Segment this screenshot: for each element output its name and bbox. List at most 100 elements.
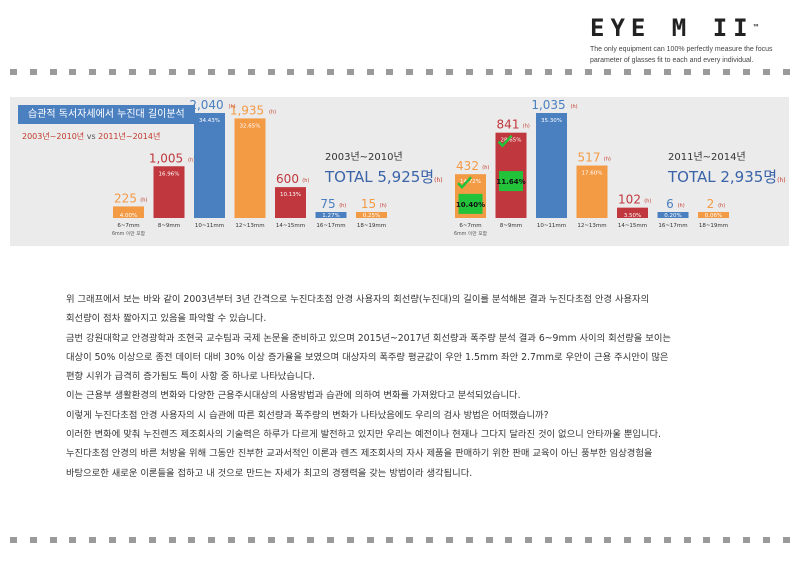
category-tick-label: 10~11mm [537, 223, 566, 229]
dash-segment [703, 69, 711, 75]
logo-tagline-1: The only equipment can 100% perfectly me… [590, 46, 773, 53]
logo-word: EYE M II [590, 14, 754, 42]
dash-segment [406, 69, 414, 75]
bar-value-label: 1,005 [149, 151, 183, 165]
bar-10~11mm [194, 113, 225, 218]
bar-unit-label: (h) [644, 199, 651, 205]
bar-value-label: 600 [276, 172, 299, 186]
bar-12~13mm [576, 165, 608, 218]
bar-value-label: 102 [618, 193, 641, 207]
first-category-note: 6mm 이만 포함 [112, 230, 146, 237]
dash-segment [723, 537, 731, 543]
dash-segment [10, 69, 17, 75]
paragraph-line: 위 그래프에서 보는 바와 같이 2003년부터 3년 간격으로 누진다초점 안… [66, 294, 650, 305]
dash-segment [723, 69, 731, 75]
first-category-note: 6mm 이만 포함 [454, 230, 488, 237]
dash-segment [69, 69, 77, 75]
bar-value-label: 15 [361, 197, 376, 211]
bar-percent-label: 3.50% [624, 213, 641, 219]
category-tick-label: 16~17mm [316, 223, 345, 229]
dash-segment [148, 69, 156, 75]
dash-segment [346, 69, 354, 75]
dash-segment [267, 69, 275, 75]
chart-header-label: 습관적 독서자세에서 누진대 길이분석 [18, 105, 195, 124]
bar-12~13mm [234, 118, 266, 218]
dash-segment [703, 537, 711, 543]
chart-2-total-value: TOTAL 2,935명 [668, 168, 778, 186]
chart-1-total: 2003년~2010년 TOTAL 5,925명(h) [325, 148, 443, 187]
bar-value-label: 517 [578, 151, 601, 165]
dash-segment [525, 69, 533, 75]
bar-unit-label: (h) [229, 104, 236, 110]
dash-segment [544, 69, 552, 75]
bar-16~17mm [657, 212, 689, 218]
category-tick-label: 12~13mm [577, 223, 606, 229]
dash-segment [426, 69, 434, 75]
category-tick-label: 8~9mm [500, 223, 522, 229]
dash-segment [29, 537, 37, 543]
bar-18~19mm [698, 212, 729, 218]
bar-unit-label: (h) [523, 124, 530, 130]
paragraph-line: 이는 근용부 생활환경의 변화와 다양한 근용주시대상의 사용방법과 습관에 의… [66, 390, 521, 402]
bar-value-label: 1,935 [230, 103, 264, 117]
check-mark-icon [497, 134, 513, 148]
bar-percent-label: 34.43% [199, 118, 220, 124]
chart-1-period: 2003년~2010년 [325, 152, 403, 163]
paragraph-line: 금번 강원대학교 안경광학과 조현국 교수팀과 국제 논문을 준비하고 있으며 … [66, 332, 671, 344]
bar-percent-label: 14.72% [460, 179, 481, 185]
dash-segment [564, 537, 572, 543]
bar-unit-label: (h) [269, 109, 276, 115]
paragraph-line: 바탕으로한 새로운 이론들을 접하고 내 것으로 만드는 자세가 최고의 경쟁력… [66, 467, 473, 479]
bar-unit-label: (h) [302, 178, 309, 184]
dash-segment [168, 69, 176, 75]
bar-percent-label: 4.00% [120, 213, 137, 219]
chart-subtitle: 2003년~2010년 vs 2011년~2014년 [22, 131, 160, 142]
bar-value-label: 225 [114, 191, 137, 205]
dash-segment [544, 537, 552, 543]
bar-percent-label: 1.27% [322, 213, 339, 219]
bar-percent-label: 0.20% [664, 213, 681, 219]
dash-segment [109, 69, 117, 75]
dash-segment [584, 69, 592, 75]
chart-2-total-unit: (h) [777, 177, 786, 184]
dash-segment [49, 537, 57, 543]
dash-segment [663, 69, 671, 75]
dash-segment [782, 69, 790, 75]
dash-segment [69, 537, 77, 543]
bar-percent-label: 16.96% [159, 171, 180, 177]
dash-segment [227, 69, 235, 75]
bar-value-label: 1,035 [531, 98, 565, 112]
dash-segment [505, 537, 513, 543]
dash-segment [307, 537, 315, 543]
highlight-label: 11.64% [496, 178, 525, 186]
dash-segment [445, 537, 453, 543]
bar-8~9mm [153, 166, 185, 218]
bar-percent-label: 10.13% [280, 192, 301, 198]
dash-segment [109, 537, 117, 543]
category-tick-label: 16~17mm [658, 223, 687, 229]
dash-segment [525, 537, 533, 543]
dash-segment [683, 537, 691, 543]
chart-1-total-unit: (h) [434, 177, 443, 184]
dash-segment [188, 537, 196, 543]
category-tick-label: 10~11mm [195, 223, 224, 229]
logo-tm: ™ [753, 23, 759, 32]
paragraph-line: 누진다초점 안경의 바른 처방을 위해 그동안 진부한 교과서적인 이론과 렌즈… [66, 448, 653, 460]
dash-segment [29, 69, 37, 75]
dash-segment [247, 69, 255, 75]
dash-segment [663, 537, 671, 543]
paragraph-line: 편향 시위가 급격히 증가됨도 특이 사항 중 하나로 나타났습니다. [66, 371, 315, 383]
dash-segment [386, 69, 394, 75]
dash-segment [782, 537, 790, 543]
bar-value-label: 6 [666, 197, 674, 211]
dash-segment [485, 537, 493, 543]
category-tick-label: 14~15mm [276, 223, 305, 229]
bar-unit-label: (h) [571, 104, 578, 110]
dash-segment [188, 69, 196, 75]
dash-segment [366, 537, 374, 543]
logo-tagline-2: parameter of glasses fit to each and eve… [590, 57, 754, 64]
chart-2-total: 2011년~2014년 TOTAL 2,935명(h) [668, 148, 786, 187]
chart-1-total-value: TOTAL 5,925명 [325, 168, 435, 186]
highlight-label: 10.40% [456, 201, 485, 209]
